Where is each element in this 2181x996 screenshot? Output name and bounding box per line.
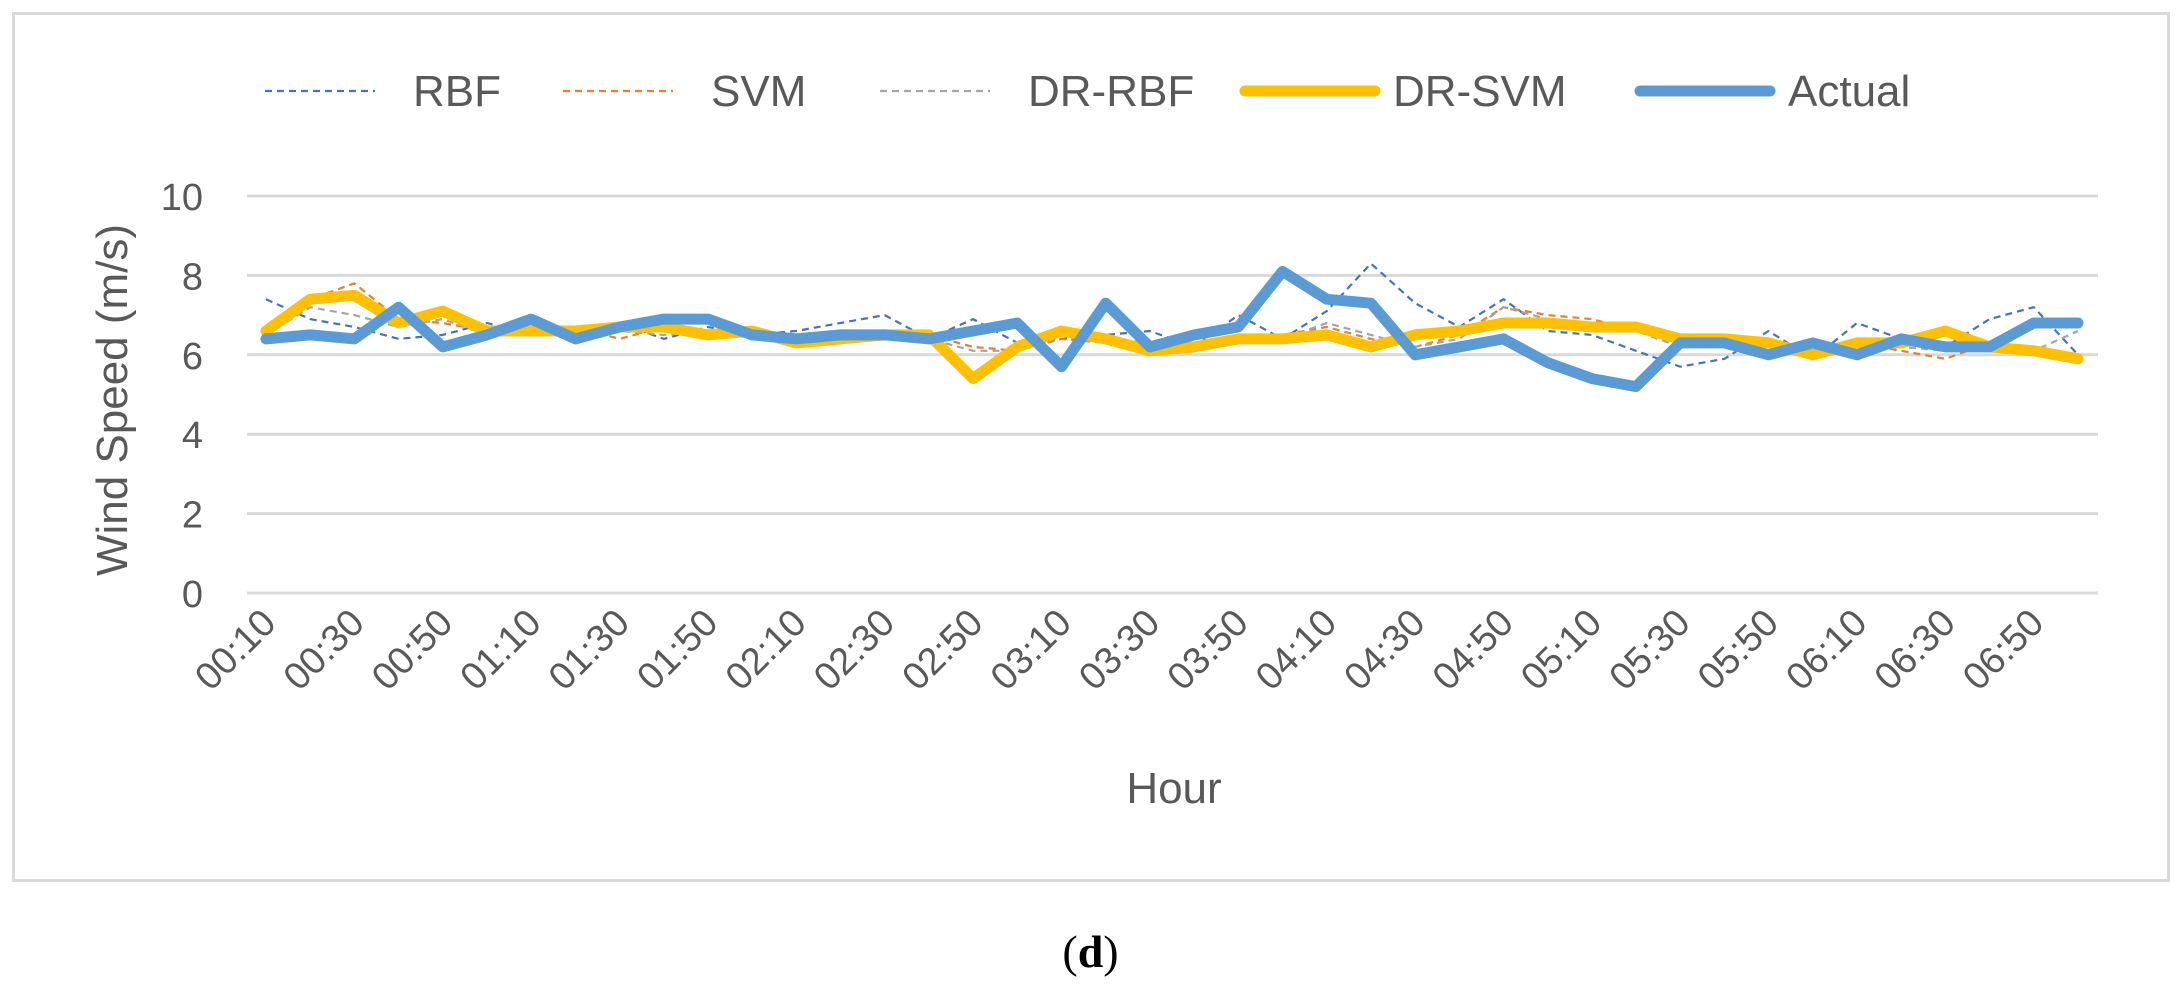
y-tick-label: 6: [182, 336, 203, 378]
x-tick-label: 02:10: [718, 602, 815, 699]
x-tick-label: 03:30: [1071, 602, 1168, 699]
panel-label: (d): [1062, 926, 1119, 977]
y-tick-label: 10: [161, 177, 203, 219]
y-tick-label: 8: [182, 256, 203, 298]
legend-label: RBF: [413, 67, 501, 116]
legend-label: DR-SVM: [1393, 67, 1567, 116]
y-tick-label: 4: [182, 415, 203, 457]
y-axis-title: Wind Speed (m/s): [88, 224, 137, 576]
gridlines: [247, 194, 2098, 595]
y-tick-label: 2: [182, 495, 203, 537]
x-tick-label: 03:10: [983, 602, 1080, 699]
x-tick-label: 02:50: [895, 602, 992, 699]
legend-label: SVM: [711, 67, 806, 116]
y-tick-labels: 0 2 4 6 8 10: [161, 177, 203, 616]
x-tick-label: 00:50: [364, 602, 461, 699]
x-tick-label: 01:50: [629, 602, 726, 699]
x-tick-label: 00:10: [187, 602, 284, 699]
x-tick-label: 02:30: [806, 602, 903, 699]
x-tick-label: 01:30: [541, 602, 638, 699]
x-tick-label: 00:30: [276, 602, 373, 699]
x-tick-label: 04:50: [1425, 602, 1522, 699]
x-axis-title: Hour: [1126, 764, 1221, 813]
series-lines: [260, 262, 2084, 393]
x-tick-label: 04:10: [1248, 602, 1345, 699]
chart-frame: [12, 12, 2170, 882]
x-tick-label: 01:10: [453, 602, 550, 699]
x-tick-label: 04:30: [1336, 602, 1433, 699]
x-tick-label: 06:50: [1955, 602, 2052, 699]
legend-label: DR-RBF: [1028, 67, 1194, 116]
legend: RBF SVM DR-RBF DR-SVM Actual: [265, 67, 1910, 116]
y-tick-label: 0: [182, 574, 203, 616]
x-tick-label: 05:10: [1513, 602, 1610, 699]
x-tick-label: 06:30: [1867, 602, 1964, 699]
x-tick-label: 05:30: [1602, 602, 1699, 699]
x-tick-label: 06:10: [1778, 602, 1875, 699]
series-line-actual: [260, 265, 2084, 393]
legend-label: Actual: [1788, 67, 1910, 116]
x-tick-label: 03:50: [1160, 602, 1257, 699]
x-tick-label: 05:50: [1690, 602, 1787, 699]
panel-letter: d: [1077, 926, 1104, 977]
x-tick-labels: 00:1000:3000:5001:1001:3001:5002:1002:30…: [187, 602, 2052, 699]
